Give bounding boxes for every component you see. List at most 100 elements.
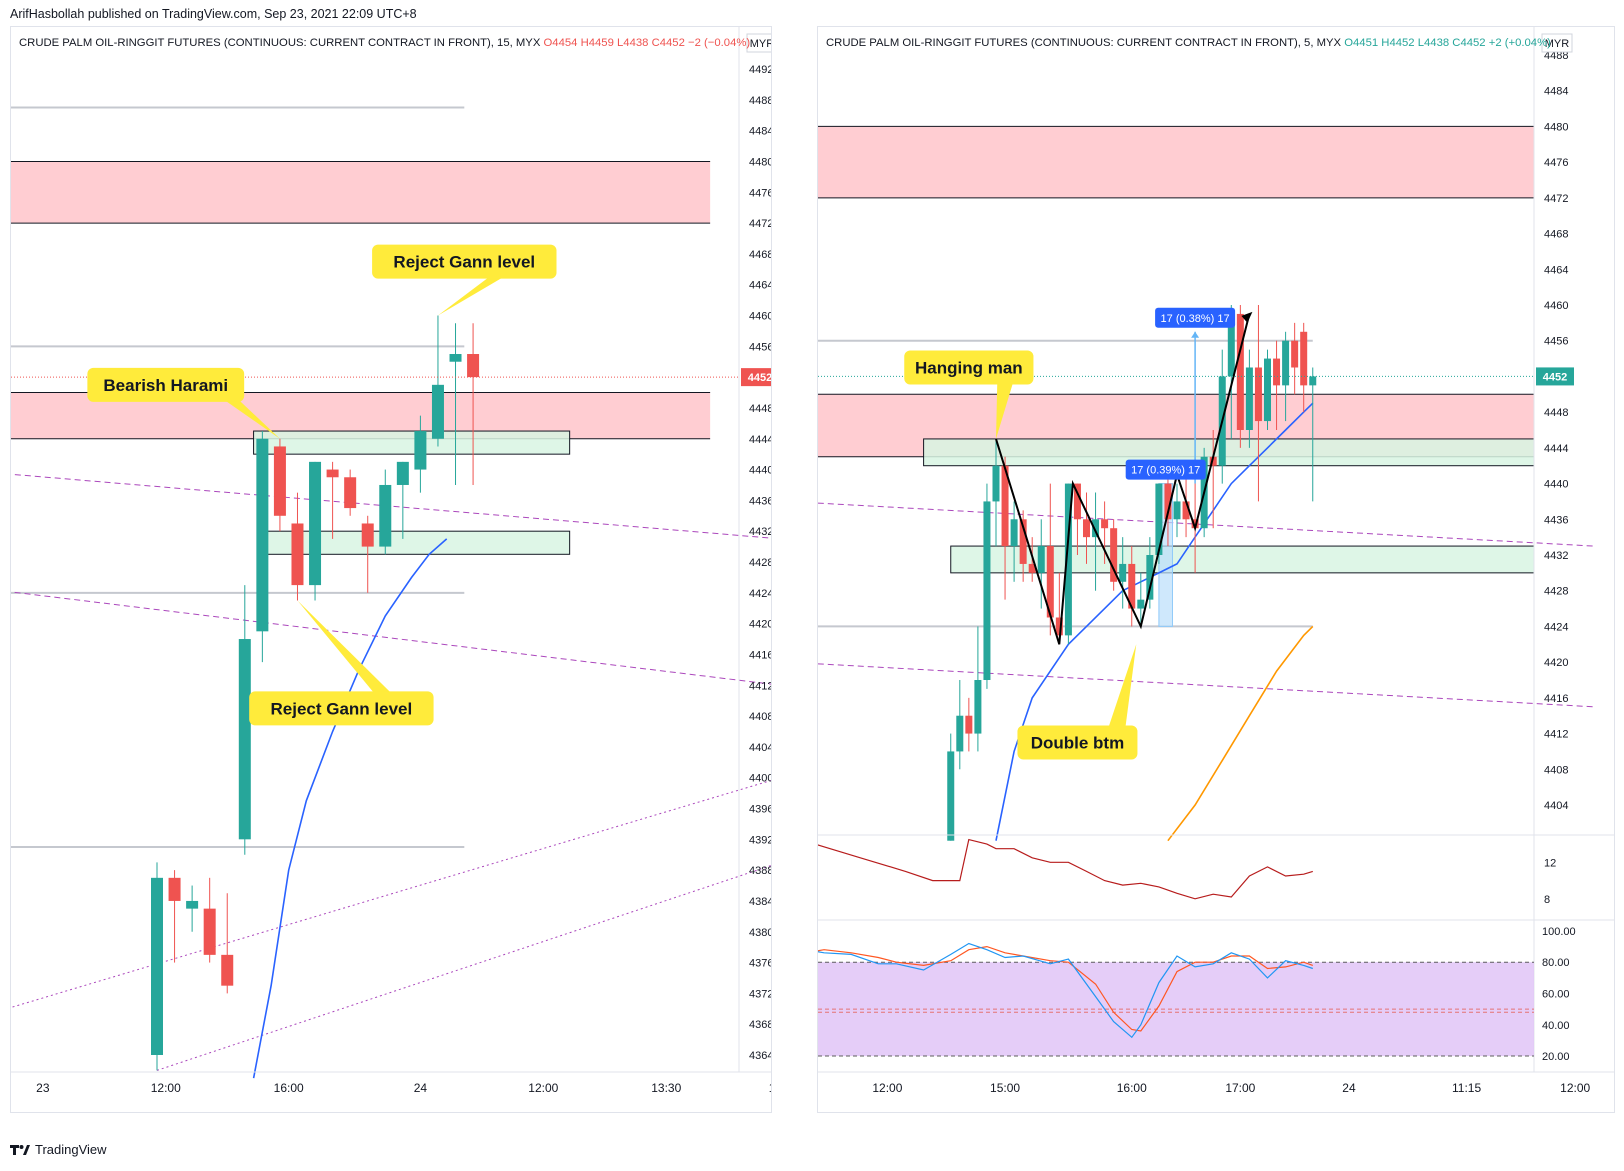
dashed-trendline	[11, 591, 771, 685]
price-tick-label: 4448	[1544, 407, 1568, 419]
price-tick-label: 4476	[749, 187, 771, 199]
candle-body	[1092, 519, 1100, 538]
slow-ema-line	[1167, 625, 1314, 842]
callout-pointer	[297, 600, 407, 709]
ohlc-high: H4452	[1381, 37, 1417, 49]
candle-body	[1055, 617, 1063, 636]
candle-body	[1264, 358, 1271, 422]
candle-body	[1191, 519, 1199, 529]
time-tick-label: 12:00	[872, 1081, 902, 1095]
chart-panel-5m[interactable]: 17 (0.39%) 17 17 (0.38%) 17 Hanging man Dou…	[817, 26, 1615, 1113]
callout-text: Reject Gann level	[271, 699, 413, 718]
ohlc-open: O4454	[544, 37, 581, 49]
ohlc-close: C4452	[1452, 37, 1488, 49]
chart-canvas-15m[interactable]: Reject Gann level Bearish Harami Reject Ga…	[11, 27, 771, 1112]
time-tick-label: 24	[414, 1081, 428, 1095]
callout-text: Hanging man	[915, 359, 1023, 378]
candle-body	[992, 465, 1000, 502]
publish-header: ArifHasbollah published on TradingView.c…	[10, 7, 417, 21]
measure-arrow	[1191, 331, 1200, 338]
candle-body	[1001, 465, 1009, 547]
demand-zone	[253, 430, 571, 455]
candle-body	[965, 715, 973, 734]
candle-body	[1155, 483, 1163, 555]
ohlc-change: −2 (−0.04%)	[688, 37, 750, 49]
price-tick-label: 4376	[749, 958, 771, 970]
measure-label-bg	[1125, 459, 1206, 480]
stoch-k-line	[818, 942, 1313, 1039]
price-tick-label: 4384	[749, 896, 771, 908]
price-tick-label: 4388	[749, 865, 771, 877]
price-tick-label: 4468	[1544, 229, 1568, 241]
price-tick-label: 4408	[749, 711, 771, 723]
price-tick-label: 4484	[749, 126, 771, 138]
price-tick-label: 4364	[749, 1050, 771, 1062]
time-tick-label: 16:00	[274, 1081, 304, 1095]
candle-body	[1236, 313, 1244, 430]
supply-zone	[818, 126, 1534, 198]
zigzag-pattern-line	[995, 313, 1251, 645]
chart-canvas-5m[interactable]: 17 (0.39%) 17 17 (0.38%) 17 Hanging man Dou…	[818, 27, 1614, 1112]
footer: TradingView	[10, 1142, 107, 1157]
candle-body	[1064, 483, 1072, 636]
price-tick-label: 4480	[749, 156, 771, 168]
price-tick-label: 4428	[1544, 586, 1568, 598]
price-tick-label: 4396	[749, 804, 771, 816]
time-tick-label: 24	[1342, 1081, 1356, 1095]
price-tick-label: 4400	[749, 773, 771, 785]
candle-body	[974, 680, 982, 734]
callout-box	[87, 367, 245, 402]
dashed-trendline	[818, 502, 1594, 547]
last-price-label: 4452	[1543, 371, 1567, 383]
currency-box	[1541, 33, 1573, 53]
candle-body	[1101, 519, 1109, 529]
currency-label: MYR	[1545, 38, 1570, 50]
time-tick-label: 17:00	[1225, 1081, 1255, 1095]
footer-brand: TradingView	[35, 1142, 107, 1157]
price-tick-label: 4444	[749, 434, 771, 446]
ohlc-close: C4452	[652, 37, 688, 49]
price-tick-label: 4488	[1544, 50, 1568, 62]
price-tick-label: 4488	[749, 95, 771, 107]
chart-title: CRUDE PALM OIL-RINGGIT FUTURES (CONTINUO…	[19, 37, 750, 49]
price-tick-label: 4412	[749, 680, 771, 692]
measure-label: 17 (0.39%) 17	[1131, 465, 1200, 477]
dashed-trendline	[11, 473, 771, 539]
candle-body	[1046, 546, 1054, 618]
callout-box	[1017, 725, 1138, 760]
price-tick-label: 4404	[1544, 800, 1568, 812]
candle-body	[414, 431, 427, 470]
chart-panel-15m[interactable]: Reject Gann level Bearish Harami Reject Ga…	[10, 26, 772, 1113]
candle-body	[1128, 563, 1136, 609]
candle-body	[947, 751, 955, 841]
price-tick-label: 4468	[749, 249, 771, 261]
candle-body	[1254, 367, 1262, 422]
time-tick-label: 11:15	[1452, 1081, 1481, 1095]
price-tick-label: 4416	[749, 649, 771, 661]
supply-zone	[11, 161, 711, 224]
candle-body	[983, 501, 991, 680]
price-tick-label: 4436	[749, 495, 771, 507]
candle-body	[1182, 501, 1190, 520]
indicator2-tick-label: 100.00	[1542, 926, 1576, 938]
price-tick-label: 4460	[749, 311, 771, 323]
price-tick-label: 4492	[749, 64, 771, 76]
candle-body	[1291, 340, 1299, 368]
currency-box	[746, 33, 771, 53]
price-tick-label: 4484	[1544, 86, 1568, 98]
dashed-trendline	[818, 663, 1594, 708]
indicator1-tick-label: 12	[1544, 857, 1556, 869]
candle-body	[396, 461, 409, 485]
candle-body	[309, 461, 322, 586]
last-price-badge	[1536, 367, 1574, 386]
candle-body	[168, 877, 181, 901]
callout-text: Double btm	[1031, 734, 1125, 753]
price-tick-label: 4472	[749, 218, 771, 230]
candle-body	[1282, 340, 1290, 386]
ohlc-high: H4459	[581, 37, 617, 49]
candle-body	[1119, 563, 1127, 582]
price-tick-label: 4368	[749, 1019, 771, 1031]
candle-body	[1028, 563, 1036, 573]
price-tick-label: 4432	[1544, 550, 1568, 562]
price-tick-label: 4476	[1544, 157, 1568, 169]
